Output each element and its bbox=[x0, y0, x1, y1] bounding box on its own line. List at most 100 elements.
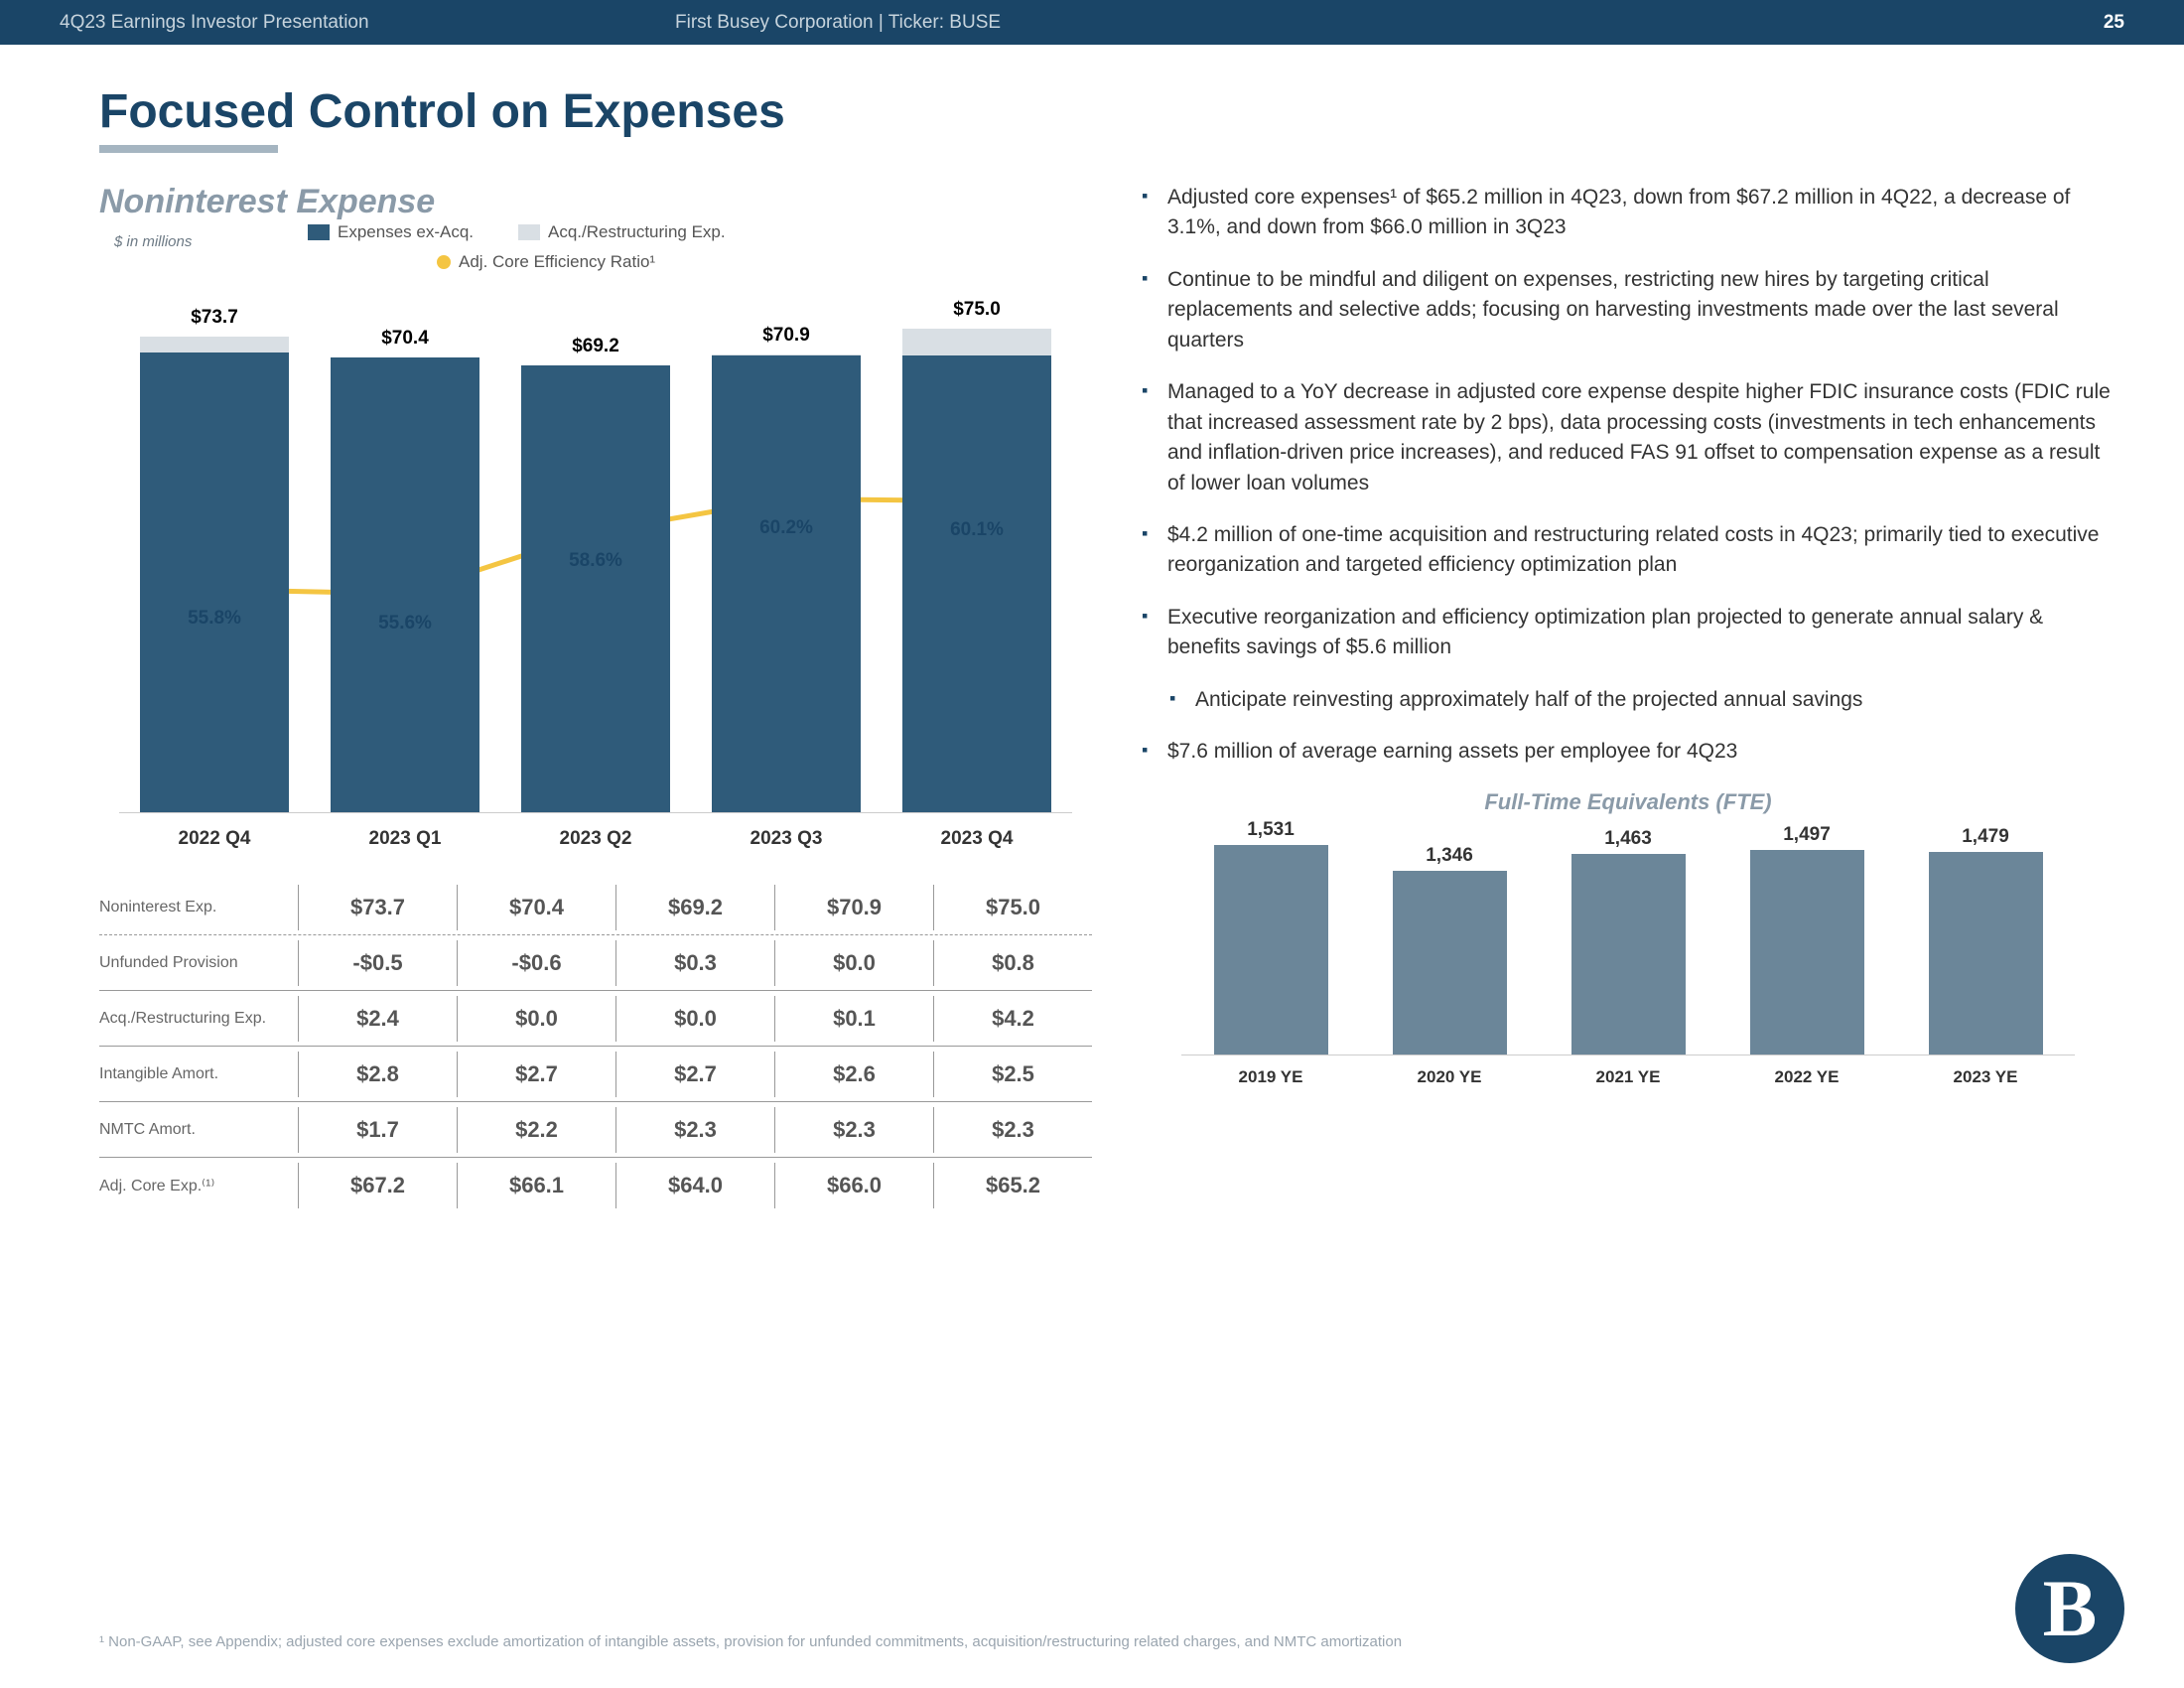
fte-axis-label: 2021 YE bbox=[1539, 1067, 1717, 1087]
fte-axis-label: 2022 YE bbox=[1717, 1067, 1896, 1087]
row-cell: -$0.6 bbox=[457, 940, 615, 986]
header-left: 4Q23 Earnings Investor Presentation bbox=[60, 12, 675, 34]
table-row: Intangible Amort.$2.8$2.7$2.7$2.6$2.5 bbox=[99, 1047, 1092, 1102]
ratio-label: 58.6% bbox=[569, 550, 622, 572]
row-cell: $2.4 bbox=[298, 996, 457, 1042]
row-label: NMTC Amort. bbox=[99, 1113, 298, 1147]
header-center: First Busey Corporation | Ticker: BUSE bbox=[675, 12, 2025, 34]
bar-front bbox=[140, 352, 289, 812]
bar-value-label: $75.0 bbox=[902, 299, 1051, 321]
bullet-item: Anticipate reinvesting approximately hal… bbox=[1169, 685, 2115, 715]
chart-x-axis: 2022 Q42023 Q12023 Q22023 Q32023 Q4 bbox=[119, 828, 1072, 850]
bullet-item: $7.6 million of average earning assets p… bbox=[1142, 737, 2115, 767]
legend-adj-core-eff: Adj. Core Efficiency Ratio¹ bbox=[437, 252, 1092, 272]
row-cell: $2.2 bbox=[457, 1107, 615, 1153]
row-label: Acq./Restructuring Exp. bbox=[99, 1002, 298, 1036]
fte-value-label: 1,531 bbox=[1214, 819, 1328, 841]
row-cell: $2.5 bbox=[933, 1052, 1092, 1097]
row-cell: -$0.5 bbox=[298, 940, 457, 986]
row-cell: $2.7 bbox=[457, 1052, 615, 1097]
row-cell: $2.8 bbox=[298, 1052, 457, 1097]
title-underline bbox=[99, 145, 278, 153]
fte-axis-label: 2023 YE bbox=[1896, 1067, 2075, 1087]
ratio-label: 60.2% bbox=[759, 517, 813, 539]
fte-bar: 1,479 bbox=[1929, 852, 2043, 1054]
table-row: Noninterest Exp.$73.7$70.4$69.2$70.9$75.… bbox=[99, 880, 1092, 935]
swatch-icon bbox=[308, 224, 330, 240]
bullet-item: Executive reorganization and efficiency … bbox=[1142, 603, 2115, 663]
row-cell: $66.1 bbox=[457, 1163, 615, 1208]
row-cell: $2.3 bbox=[615, 1107, 774, 1153]
fte-bar: 1,531 bbox=[1214, 845, 1328, 1055]
row-label: Unfunded Provision bbox=[99, 946, 298, 980]
bar-front bbox=[521, 365, 670, 812]
row-label: Intangible Amort. bbox=[99, 1057, 298, 1091]
row-cell: $69.2 bbox=[615, 885, 774, 930]
dot-icon bbox=[437, 255, 451, 269]
table-row: Acq./Restructuring Exp.$2.4$0.0$0.0$0.1$… bbox=[99, 991, 1092, 1047]
fte-value-label: 1,463 bbox=[1571, 828, 1686, 850]
page-title: Focused Control on Expenses bbox=[99, 84, 2184, 139]
row-cell: $1.7 bbox=[298, 1107, 457, 1153]
x-axis-label: 2023 Q4 bbox=[882, 828, 1072, 850]
row-cell: $64.0 bbox=[615, 1163, 774, 1208]
bar-value-label: $73.7 bbox=[140, 307, 289, 329]
footnote: ¹ Non-GAAP, see Appendix; adjusted core … bbox=[99, 1631, 1402, 1654]
row-cell: $2.7 bbox=[615, 1052, 774, 1097]
row-cell: $2.3 bbox=[933, 1107, 1092, 1153]
right-column: Adjusted core expenses¹ of $65.2 million… bbox=[1142, 183, 2115, 1213]
x-axis-label: 2023 Q2 bbox=[500, 828, 691, 850]
row-label: Adj. Core Exp.⁽¹⁾ bbox=[99, 1168, 298, 1203]
row-cell: $4.2 bbox=[933, 996, 1092, 1042]
fte-bar: 1,497 bbox=[1750, 850, 1864, 1055]
expense-data-table: Noninterest Exp.$73.7$70.4$69.2$70.9$75.… bbox=[99, 880, 1092, 1213]
row-cell: $2.6 bbox=[774, 1052, 933, 1097]
x-axis-label: 2022 Q4 bbox=[119, 828, 310, 850]
ratio-label: 60.1% bbox=[950, 519, 1004, 541]
header-bar: 4Q23 Earnings Investor Presentation Firs… bbox=[0, 0, 2184, 45]
row-cell: $70.9 bbox=[774, 885, 933, 930]
fte-value-label: 1,497 bbox=[1750, 824, 1864, 846]
bar-front bbox=[712, 355, 861, 812]
fte-axis-label: 2019 YE bbox=[1181, 1067, 1360, 1087]
page-number: 25 bbox=[2025, 12, 2124, 34]
table-row: Adj. Core Exp.⁽¹⁾$67.2$66.1$64.0$66.0$65… bbox=[99, 1158, 1092, 1213]
chart-legend: Expenses ex-Acq. Acq./Restructuring Exp.… bbox=[308, 222, 1092, 272]
bar-group: $73.7 bbox=[140, 337, 289, 812]
legend-label: Acq./Restructuring Exp. bbox=[548, 222, 726, 242]
table-row: NMTC Amort.$1.7$2.2$2.3$2.3$2.3 bbox=[99, 1102, 1092, 1158]
fte-axis-label: 2020 YE bbox=[1360, 1067, 1539, 1087]
fte-x-axis: 2019 YE2020 YE2021 YE2022 YE2023 YE bbox=[1181, 1067, 2075, 1087]
bar-group: $70.4 bbox=[331, 357, 479, 812]
left-column: Noninterest Expense $ in millions Expens… bbox=[99, 183, 1092, 1213]
row-cell: $0.0 bbox=[615, 996, 774, 1042]
bar-group: $75.0 bbox=[902, 329, 1051, 813]
bar-value-label: $70.4 bbox=[331, 328, 479, 350]
fte-title: Full-Time Equivalents (FTE) bbox=[1142, 789, 2115, 815]
row-cell: $0.1 bbox=[774, 996, 933, 1042]
row-cell: $67.2 bbox=[298, 1163, 457, 1208]
section-title: Noninterest Expense bbox=[99, 183, 1092, 221]
legend-label: Adj. Core Efficiency Ratio¹ bbox=[459, 252, 655, 272]
bar-front bbox=[902, 355, 1051, 812]
x-axis-label: 2023 Q1 bbox=[310, 828, 500, 850]
fte-value-label: 1,346 bbox=[1393, 845, 1507, 867]
row-cell: $73.7 bbox=[298, 885, 457, 930]
bar-group: $69.2 bbox=[521, 365, 670, 812]
row-cell: $75.0 bbox=[933, 885, 1092, 930]
legend-label: Expenses ex-Acq. bbox=[338, 222, 474, 242]
row-cell: $0.0 bbox=[457, 996, 615, 1042]
fte-chart: 1,5311,3461,4631,4971,479 bbox=[1181, 837, 2075, 1055]
row-cell: $65.2 bbox=[933, 1163, 1092, 1208]
legend-acq-restructuring: Acq./Restructuring Exp. bbox=[518, 222, 726, 242]
fte-bar: 1,346 bbox=[1393, 871, 1507, 1055]
content: Noninterest Expense $ in millions Expens… bbox=[0, 153, 2184, 1213]
row-cell: $2.3 bbox=[774, 1107, 933, 1153]
noninterest-expense-chart: $73.755.8%$70.455.6%$69.258.6%$70.960.2%… bbox=[119, 297, 1072, 813]
row-cell: $66.0 bbox=[774, 1163, 933, 1208]
bar-value-label: $70.9 bbox=[712, 325, 861, 347]
bullet-item: Adjusted core expenses¹ of $65.2 million… bbox=[1142, 183, 2115, 243]
row-cell: $0.0 bbox=[774, 940, 933, 986]
bullet-item: Continue to be mindful and diligent on e… bbox=[1142, 265, 2115, 355]
swatch-icon bbox=[518, 224, 540, 240]
